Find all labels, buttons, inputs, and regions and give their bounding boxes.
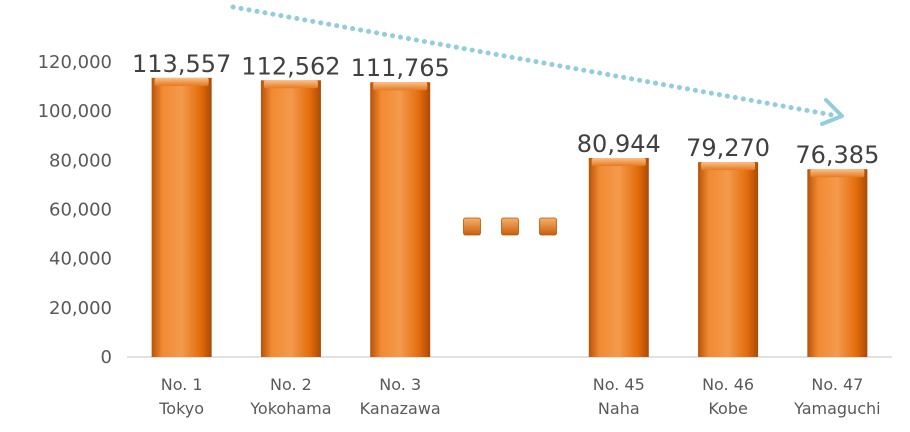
- x-tick-label: Kobe: [708, 399, 747, 418]
- data-label: 113,557: [132, 50, 231, 78]
- data-label: 80,944: [577, 130, 661, 158]
- bar-cap: [263, 80, 318, 89]
- x-tick-label: Yamaguchi: [793, 399, 880, 418]
- y-tick-label: 40,000: [49, 249, 112, 270]
- y-tick-label: 80,000: [49, 150, 112, 171]
- y-axis: 0 20,000 40,000 60,000 80,000 100,000 120,000: [38, 52, 112, 368]
- data-label: 112,562: [241, 52, 340, 80]
- bar-cap: [373, 82, 428, 91]
- y-tick-label: 100,000: [38, 101, 112, 122]
- x-tick-label: Naha: [598, 399, 640, 418]
- x-tick-label: No. 1: [161, 375, 203, 394]
- bar: [807, 169, 868, 357]
- bar-cap: [810, 169, 865, 178]
- data-label: 79,270: [686, 134, 770, 162]
- gap-square: [501, 217, 519, 236]
- bar: [370, 82, 431, 357]
- gap-marker: [463, 217, 557, 236]
- x-tick-label: No. 47: [811, 375, 863, 394]
- gap-square: [539, 217, 557, 236]
- x-tick-label: Kanazawa: [360, 399, 441, 418]
- bar: [588, 158, 649, 357]
- bar: [698, 162, 759, 357]
- x-tick-label: No. 45: [593, 375, 645, 394]
- data-label: 76,385: [795, 141, 879, 169]
- bar: [151, 77, 212, 357]
- y-tick-label: 0: [101, 347, 112, 368]
- data-label: 111,765: [351, 54, 450, 82]
- bar-cap: [154, 77, 209, 86]
- gap-square: [463, 217, 481, 236]
- bar-cap: [701, 162, 756, 171]
- bars: 113,557 112,562 111,765 80,944 79,270 76,385: [132, 50, 879, 357]
- y-tick-label: 60,000: [49, 200, 112, 221]
- x-tick-label: No. 3: [379, 375, 421, 394]
- x-tick-label: No. 2: [270, 375, 312, 394]
- bar: [260, 80, 321, 357]
- x-tick-label: No. 46: [702, 375, 754, 394]
- y-tick-label: 120,000: [38, 52, 112, 73]
- bar-cap: [591, 158, 646, 167]
- trend-arrow: [230, 4, 844, 126]
- x-tick-label: Tokyo: [158, 399, 204, 418]
- trend-line: [230, 4, 841, 119]
- y-tick-label: 20,000: [49, 298, 112, 319]
- x-tick-label: Yokohama: [249, 399, 331, 418]
- trend-arrowhead: [820, 98, 844, 126]
- x-axis: No. 1 Tokyo No. 2 Yokohama No. 3 Kanazawa No. …: [127, 356, 892, 418]
